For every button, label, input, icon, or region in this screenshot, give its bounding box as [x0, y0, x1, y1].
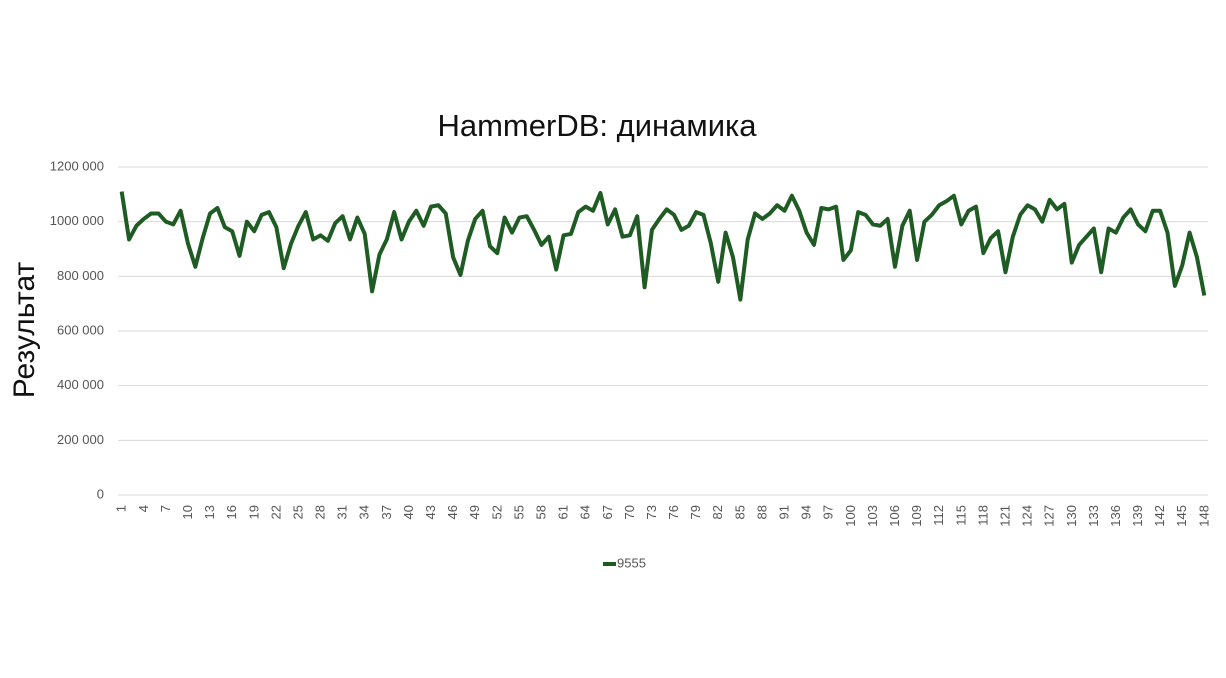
y-tick-label: 200 000 [57, 432, 104, 447]
x-tick-label: 61 [556, 505, 571, 519]
x-tick-label: 79 [688, 505, 703, 519]
x-tick-label: 1 [114, 505, 129, 512]
x-tick-label: 58 [533, 505, 548, 519]
y-tick-label: 400 000 [57, 377, 104, 392]
x-tick-label: 136 [1108, 505, 1123, 527]
x-tick-label: 19 [246, 505, 261, 519]
x-tick-label: 91 [777, 505, 792, 519]
y-tick-label: 800 000 [57, 268, 104, 283]
x-tick-label: 139 [1130, 505, 1145, 527]
x-tick-label: 133 [1086, 505, 1101, 527]
x-tick-label: 70 [622, 505, 637, 519]
x-tick-label: 31 [335, 505, 350, 519]
x-tick-label: 22 [268, 505, 283, 519]
x-tick-label: 145 [1174, 505, 1189, 527]
y-tick-label: 1200 000 [50, 158, 104, 173]
x-tick-label: 37 [379, 505, 394, 519]
x-tick-label: 49 [467, 505, 482, 519]
x-tick-label: 124 [1020, 505, 1035, 527]
x-tick-label: 13 [202, 505, 217, 519]
x-tick-label: 109 [909, 505, 924, 527]
x-tick-label: 82 [710, 505, 725, 519]
x-tick-label: 16 [224, 505, 239, 519]
x-tick-label: 142 [1152, 505, 1167, 527]
x-tick-label: 100 [843, 505, 858, 527]
x-tick-label: 130 [1064, 505, 1079, 527]
y-tick-label: 1000 000 [50, 213, 104, 228]
x-tick-label: 103 [865, 505, 880, 527]
x-tick-label: 34 [357, 505, 372, 519]
x-tick-label: 121 [997, 505, 1012, 527]
x-tick-label: 88 [754, 505, 769, 519]
chart-title: HammerDB: динамика [437, 108, 757, 143]
x-tick-label: 118 [975, 505, 990, 526]
y-tick-label: 0 [97, 486, 104, 501]
x-tick-label: 67 [600, 505, 615, 519]
x-tick-label: 76 [666, 505, 681, 519]
x-tick-label: 10 [180, 505, 195, 519]
x-tick-label: 112 [931, 505, 946, 526]
x-tick-label: 43 [423, 505, 438, 519]
y-tick-label: 600 000 [57, 322, 104, 337]
x-tick-label: 85 [732, 505, 747, 519]
x-tick-label: 52 [489, 505, 504, 519]
x-tick-label: 64 [578, 505, 593, 519]
x-tick-label: 127 [1042, 505, 1057, 527]
x-tick-label: 115 [953, 505, 968, 526]
y-axis-label: Результат [8, 262, 41, 399]
x-tick-label: 25 [290, 505, 305, 519]
x-tick-label: 73 [644, 505, 659, 519]
x-tick-label: 46 [445, 505, 460, 519]
x-tick-label: 55 [511, 505, 526, 519]
x-tick-label: 28 [313, 505, 328, 519]
x-tick-label: 97 [821, 505, 836, 519]
x-tick-label: 4 [136, 505, 151, 512]
x-tick-label: 94 [799, 505, 814, 519]
x-tick-label: 7 [158, 505, 173, 512]
x-tick-label: 106 [887, 505, 902, 527]
legend-label: 9555 [617, 555, 646, 570]
x-tick-label: 40 [401, 505, 416, 519]
data-line [119, 190, 1207, 302]
x-tick-label: 148 [1196, 505, 1211, 527]
